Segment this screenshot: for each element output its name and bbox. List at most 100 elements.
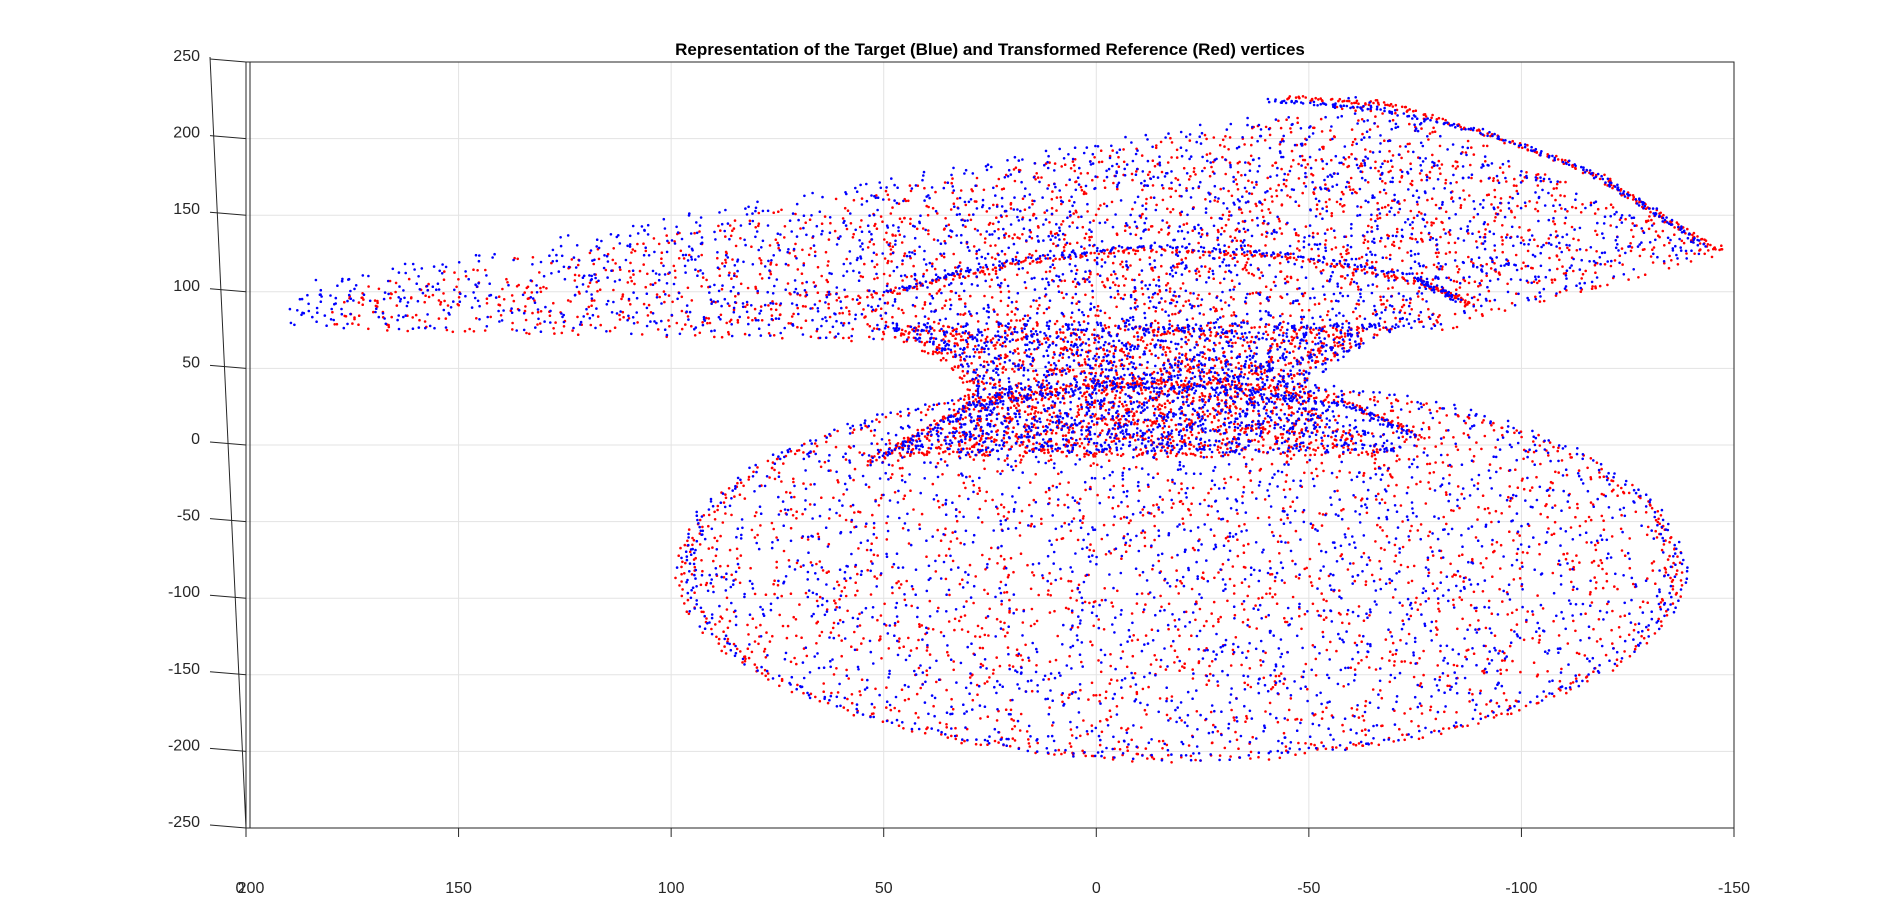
scatter-point: [1215, 309, 1218, 313]
scatter-point: [1289, 127, 1292, 130]
scatter-point: [1263, 417, 1267, 420]
scatter-point: [779, 509, 783, 513]
scatter-point: [921, 227, 925, 230]
scatter-point: [1162, 421, 1166, 425]
scatter-point: [1289, 165, 1293, 168]
scatter-point: [1011, 417, 1014, 421]
scatter-point: [1421, 298, 1424, 301]
scatter-point: [698, 230, 701, 233]
scatter-point: [1058, 482, 1062, 486]
scatter-point: [1084, 232, 1088, 236]
scatter-point: [1271, 164, 1274, 167]
scatter-point: [1245, 261, 1249, 264]
scatter-point: [1178, 634, 1181, 638]
scatter-point: [1224, 301, 1227, 304]
scatter-point: [945, 688, 948, 692]
scatter-point: [1420, 212, 1423, 215]
scatter-point: [925, 555, 928, 558]
scatter-point: [1660, 548, 1664, 552]
scatter-point: [759, 623, 762, 627]
scatter-point: [588, 251, 592, 255]
scatter-point: [1013, 725, 1017, 728]
scatter-point: [1166, 233, 1170, 236]
scatter-point: [1024, 256, 1028, 260]
scatter-point: [1143, 536, 1146, 540]
scatter-point: [455, 285, 458, 289]
scatter-point: [1450, 509, 1453, 512]
scatter-point: [845, 257, 848, 261]
scatter-point: [1055, 209, 1058, 212]
scatter-point: [730, 513, 733, 517]
scatter-point: [1176, 178, 1180, 182]
scatter-point: [1495, 540, 1499, 544]
scatter-point: [1063, 401, 1066, 405]
scatter-point: [1212, 723, 1215, 727]
scatter-point: [1083, 247, 1086, 250]
scatter-point: [1428, 530, 1432, 534]
scatter-point: [1628, 537, 1631, 540]
scatter-point: [1286, 718, 1289, 722]
scatter-point: [1342, 245, 1345, 249]
scatter-point: [1124, 550, 1128, 553]
scatter-point: [1140, 392, 1144, 395]
scatter-point: [596, 289, 599, 293]
scatter-point: [1309, 742, 1313, 746]
scatter-point: [1362, 551, 1366, 555]
scatter-point: [1221, 213, 1225, 217]
scatter-point: [1166, 207, 1169, 211]
scatter-point: [886, 261, 889, 265]
scatter-point: [1415, 482, 1418, 486]
scatter-point: [1123, 293, 1127, 297]
scatter-point: [1200, 576, 1204, 579]
scatter-point: [1053, 322, 1057, 326]
scatter-point: [999, 554, 1003, 558]
scatter-point: [1310, 247, 1313, 251]
scatter-point: [1373, 453, 1376, 457]
scatter-point: [1141, 687, 1145, 691]
scatter-point: [1021, 233, 1024, 236]
scatter-point: [827, 260, 830, 263]
scatter-point: [816, 265, 820, 269]
scatter-point: [871, 513, 874, 517]
scatter-point: [825, 571, 829, 574]
scatter-point: [1079, 185, 1083, 189]
scatter-point: [827, 306, 830, 310]
scatter-point: [1102, 202, 1106, 206]
scatter-point: [1261, 221, 1265, 225]
scatter-point: [1161, 739, 1165, 743]
scatter-point: [833, 229, 837, 233]
scatter-point: [1434, 461, 1437, 464]
scatter-point: [1049, 594, 1052, 597]
scatter-point: [1114, 324, 1117, 328]
scatter-point: [721, 521, 725, 524]
scatter-point: [1559, 194, 1562, 197]
scatter-point: [1077, 583, 1081, 587]
scatter-point: [876, 554, 879, 557]
scatter-point: [1401, 604, 1404, 607]
scatter-point: [1655, 536, 1659, 539]
scatter-point: [1191, 413, 1194, 416]
scatter-point: [1162, 345, 1165, 349]
scatter-point: [1600, 492, 1604, 496]
scatter-point: [1185, 187, 1188, 190]
scatter-point: [1455, 181, 1458, 184]
scatter-point: [1383, 501, 1387, 505]
scatter-point: [971, 698, 975, 702]
scatter-point: [1381, 529, 1384, 532]
scatter-point: [1522, 638, 1526, 642]
scatter-point: [1160, 264, 1163, 268]
scatter-point: [1589, 501, 1593, 504]
scatter-point: [860, 678, 864, 681]
scatter-point: [1300, 309, 1304, 312]
scatter-point: [828, 315, 832, 319]
scatter-point: [1011, 367, 1014, 371]
scatter-point: [834, 601, 837, 605]
scatter-point: [1014, 406, 1018, 410]
scatter-point: [545, 287, 548, 290]
scatter-point: [1578, 673, 1581, 677]
scatter-point: [1322, 469, 1325, 473]
scatter-point: [1088, 238, 1091, 242]
scatter-point: [1285, 454, 1289, 457]
scatter-point: [1364, 583, 1368, 587]
scatter-point: [720, 335, 724, 339]
